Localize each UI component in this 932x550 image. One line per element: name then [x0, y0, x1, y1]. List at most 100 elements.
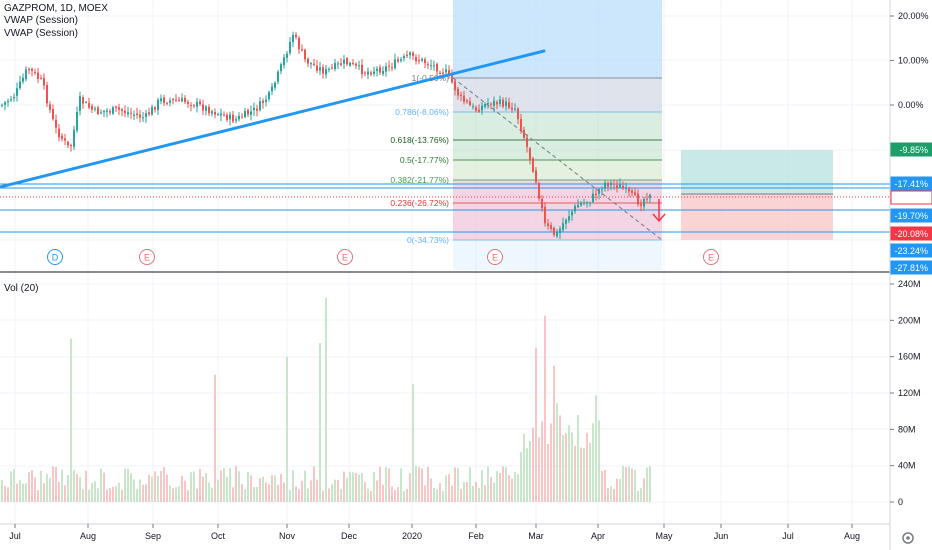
volume-bar: [127, 468, 129, 502]
volume-bar: [445, 475, 447, 502]
candle-body: [412, 52, 414, 56]
candle-body: [529, 148, 531, 160]
candle-body: [622, 185, 624, 189]
volume-bar: [496, 471, 498, 502]
fib-retracement[interactable]: 1(-0.50%)0.786(-8.06%)0.618(-13.76%)0.5(…: [390, 73, 662, 245]
horizontal-levels[interactable]: [0, 183, 890, 233]
volume-bar: [520, 452, 522, 502]
volume-bar: [277, 484, 279, 502]
volume-bar: [328, 488, 330, 502]
volume-bar: [490, 477, 492, 502]
indicator-vwap-2[interactable]: VWAP (Session): [4, 28, 78, 39]
time-tick-label: Aug: [80, 531, 96, 541]
volume-bar: [241, 484, 243, 502]
candle-body: [289, 42, 291, 53]
candle-body: [388, 65, 390, 67]
indicator-vwap-1[interactable]: VWAP (Session): [4, 15, 78, 26]
candle-body: [241, 116, 243, 118]
volume-bar: [538, 437, 540, 502]
candle-body: [352, 63, 354, 65]
price-label-text: -17.41%: [894, 179, 928, 189]
volume-bar: [301, 480, 303, 502]
volume-bar: [640, 488, 642, 502]
volume-axis[interactable]: 240M 200M 160M 120M 80M 40M 0: [890, 279, 921, 507]
time-tick-label: Jul: [782, 531, 794, 541]
trendline[interactable]: [0, 49, 546, 189]
volume-bar: [604, 469, 606, 502]
volume-bar: [148, 474, 150, 502]
volume-bar: [343, 471, 345, 502]
volume-bar: [427, 466, 429, 502]
volume-tick-label: 80M: [898, 424, 916, 434]
volume-bar: [637, 490, 639, 502]
candle-body: [94, 108, 96, 110]
time-tick-label: 2020: [402, 531, 422, 541]
price-label-text: -20.08%: [894, 229, 928, 239]
volume-bar: [331, 484, 333, 502]
price-label-badge: [890, 176, 932, 191]
candle-body: [451, 73, 453, 83]
volume-bar: [460, 489, 462, 502]
volume-bar: [625, 467, 627, 502]
candle-body: [112, 107, 114, 114]
volume-bar: [307, 488, 309, 502]
candle-body: [322, 67, 324, 74]
volume-bar: [286, 356, 288, 502]
volume-bar: [379, 466, 381, 502]
volume-bar: [541, 421, 543, 502]
candle-body: [136, 113, 138, 115]
volume-bar: [109, 488, 111, 502]
target-zone[interactable]: [681, 150, 833, 194]
earnings-marker: [703, 249, 719, 265]
volume-bar: [250, 475, 252, 502]
candle-body: [178, 99, 180, 101]
volume-bar: [529, 440, 531, 502]
price-axis[interactable]: 20.00% 10.00% 0.00%: [890, 11, 929, 110]
time-axis[interactable]: Jul Aug Sep Oct Nov Dec 2020 Feb Mar Apr May Jun Jul…: [9, 524, 860, 541]
volume-bar: [118, 482, 120, 502]
symbol-title[interactable]: GAZPROM, 1D, MOEX: [4, 3, 108, 14]
volume-bar: [244, 489, 246, 502]
candle-body: [28, 69, 30, 71]
volume-bar: [376, 480, 378, 502]
candle-body: [223, 114, 225, 116]
volume-bar: [337, 480, 339, 502]
gear-icon[interactable]: [902, 532, 914, 544]
candle-body: [256, 108, 258, 111]
volume-legend[interactable]: Vol (20): [4, 283, 39, 294]
stop-zone[interactable]: [681, 194, 833, 240]
volume-bar: [406, 489, 408, 502]
volume-bar: [319, 343, 321, 502]
volume-bar: [586, 432, 588, 502]
volume-bar: [502, 466, 504, 502]
candle-body: [595, 193, 597, 196]
volume-bar: [412, 383, 414, 502]
volume-bar: [22, 483, 24, 502]
volume-bar: [121, 489, 123, 502]
volume-bar: [37, 490, 39, 502]
volume-bar: [493, 482, 495, 502]
volume-bar: [532, 427, 534, 502]
candle-body: [559, 228, 561, 234]
candle-body: [337, 63, 339, 65]
candle-body: [610, 182, 612, 186]
candle-body: [406, 54, 408, 57]
candle-body: [97, 107, 99, 115]
volume-bar: [142, 484, 144, 502]
volume-bar: [466, 481, 468, 502]
candle-body: [442, 72, 444, 74]
candle-body: [271, 86, 273, 92]
volume-bar: [289, 489, 291, 502]
volume-bar: [487, 466, 489, 502]
price-label-badge: [890, 260, 932, 275]
candle-body: [601, 189, 603, 191]
volume-bar: [163, 466, 165, 502]
candle-body: [25, 69, 27, 80]
candle-body: [307, 58, 309, 64]
volume-bar: [577, 415, 579, 502]
volume-bar: [373, 471, 375, 502]
volume-bar: [394, 490, 396, 502]
price-label-text: -9.85%: [899, 145, 928, 155]
